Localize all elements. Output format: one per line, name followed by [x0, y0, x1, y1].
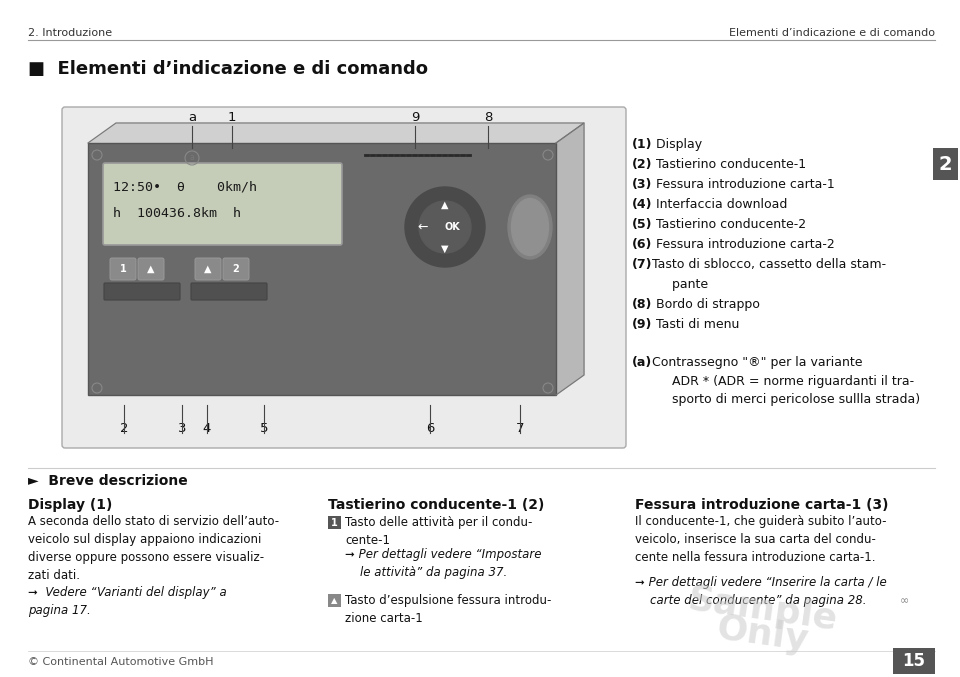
Text: ▲: ▲	[442, 200, 448, 210]
Text: (4): (4)	[632, 198, 653, 211]
Text: a: a	[190, 154, 194, 162]
FancyBboxPatch shape	[223, 258, 249, 280]
Circle shape	[419, 201, 471, 253]
Text: ▲: ▲	[147, 264, 155, 274]
Text: ←: ←	[418, 221, 428, 234]
Text: Tasti di menu: Tasti di menu	[652, 318, 739, 331]
FancyBboxPatch shape	[328, 594, 341, 607]
Text: 5: 5	[260, 422, 268, 435]
FancyBboxPatch shape	[893, 648, 935, 674]
Text: Il conducente-1, che guiderà subito l’auto-
veicolo, inserisce la sua carta del : Il conducente-1, che guiderà subito l’au…	[635, 515, 886, 564]
Text: 6: 6	[426, 422, 434, 435]
Text: 3: 3	[178, 422, 186, 435]
Text: Interfaccia download: Interfaccia download	[652, 198, 787, 211]
Text: 8: 8	[484, 111, 492, 124]
Text: Tasto di sblocco, cassetto della stam-: Tasto di sblocco, cassetto della stam-	[652, 258, 886, 271]
Text: Bordo di strappo: Bordo di strappo	[652, 298, 760, 311]
Text: 15: 15	[902, 652, 925, 670]
Text: (1): (1)	[632, 138, 653, 151]
FancyBboxPatch shape	[62, 107, 626, 448]
FancyBboxPatch shape	[191, 283, 267, 300]
Text: Display (1): Display (1)	[28, 498, 112, 512]
Text: ➞ Per dettagli vedere “Inserire la carta / le
    carte del conducente” da pagin: ➞ Per dettagli vedere “Inserire la carta…	[635, 576, 887, 607]
Text: (3): (3)	[632, 178, 653, 191]
Text: ➞  Vedere “Varianti del display” a
pagina 17.: ➞ Vedere “Varianti del display” a pagina…	[28, 586, 227, 617]
Text: ∞: ∞	[900, 596, 909, 606]
Text: Display: Display	[652, 138, 702, 151]
Text: OK: OK	[444, 222, 460, 232]
Text: 9: 9	[411, 111, 420, 124]
Text: Tastierino conducente-1: Tastierino conducente-1	[652, 158, 806, 171]
FancyBboxPatch shape	[933, 148, 958, 180]
FancyBboxPatch shape	[110, 258, 136, 280]
Text: ▼: ▼	[442, 244, 448, 254]
FancyBboxPatch shape	[88, 143, 556, 395]
Text: 2. Introduzione: 2. Introduzione	[28, 28, 112, 38]
Text: 2: 2	[939, 154, 952, 173]
Text: 1: 1	[331, 517, 338, 527]
Text: Fessura introduzione carta-1: Fessura introduzione carta-1	[652, 178, 835, 191]
Text: ➞ Per dettagli vedere “Impostare
    le attività” da pagina 37.: ➞ Per dettagli vedere “Impostare le atti…	[345, 548, 541, 579]
FancyBboxPatch shape	[195, 258, 221, 280]
Text: (a): (a)	[632, 356, 652, 369]
Text: 1: 1	[120, 264, 127, 274]
Text: Sample: Sample	[684, 583, 839, 637]
Text: Tasto d’espulsione fessura introdu-
zione carta-1: Tasto d’espulsione fessura introdu- zion…	[345, 594, 551, 625]
Text: a: a	[188, 111, 196, 124]
Text: ►  Breve descrizione: ► Breve descrizione	[28, 474, 188, 488]
Text: h  100436.8km  h: h 100436.8km h	[113, 207, 241, 220]
Polygon shape	[556, 123, 584, 395]
Polygon shape	[88, 123, 584, 143]
FancyBboxPatch shape	[138, 258, 164, 280]
Text: (8): (8)	[632, 298, 653, 311]
Text: ▲: ▲	[331, 596, 338, 605]
Text: Tasto delle attività per il condu-
cente-1: Tasto delle attività per il condu- cente…	[345, 516, 533, 547]
Text: Elementi d’indicazione e di comando: Elementi d’indicazione e di comando	[729, 28, 935, 38]
Ellipse shape	[508, 195, 552, 259]
Text: (2): (2)	[632, 158, 653, 171]
Text: © Continental Automotive GmbH: © Continental Automotive GmbH	[28, 657, 213, 667]
Text: pante: pante	[652, 278, 708, 291]
FancyBboxPatch shape	[104, 283, 180, 300]
Text: (6): (6)	[632, 238, 653, 251]
Text: Tastierino conducente-1 (2): Tastierino conducente-1 (2)	[328, 498, 544, 512]
Text: Tastierino conducente-2: Tastierino conducente-2	[652, 218, 806, 231]
Text: (9): (9)	[632, 318, 653, 331]
Text: 2: 2	[120, 422, 129, 435]
Text: A seconda dello stato di servizio dell’auto-
veicolo sul display appaiono indica: A seconda dello stato di servizio dell’a…	[28, 515, 279, 582]
Text: (5): (5)	[632, 218, 653, 231]
Text: 12:50•  θ    0km/h: 12:50• θ 0km/h	[113, 181, 257, 194]
Circle shape	[405, 187, 485, 267]
Text: 1: 1	[228, 111, 236, 124]
Ellipse shape	[512, 198, 548, 255]
Text: 4: 4	[203, 422, 211, 435]
Text: ■  Elementi d’indicazione e di comando: ■ Elementi d’indicazione e di comando	[28, 60, 428, 78]
Text: (7): (7)	[632, 258, 653, 271]
Text: 7: 7	[516, 422, 524, 435]
Text: 2: 2	[232, 264, 239, 274]
Text: ▲: ▲	[204, 264, 212, 274]
FancyBboxPatch shape	[103, 163, 342, 245]
Text: Fessura introduzione carta-2: Fessura introduzione carta-2	[652, 238, 835, 251]
Text: Fessura introduzione carta-1 (3): Fessura introduzione carta-1 (3)	[635, 498, 889, 512]
Text: Only: Only	[714, 612, 810, 658]
FancyBboxPatch shape	[328, 516, 341, 529]
Text: Contrassegno "®" per la variante
     ADR * (ADR = norme riguardanti il tra-
   : Contrassegno "®" per la variante ADR * (…	[652, 356, 920, 406]
